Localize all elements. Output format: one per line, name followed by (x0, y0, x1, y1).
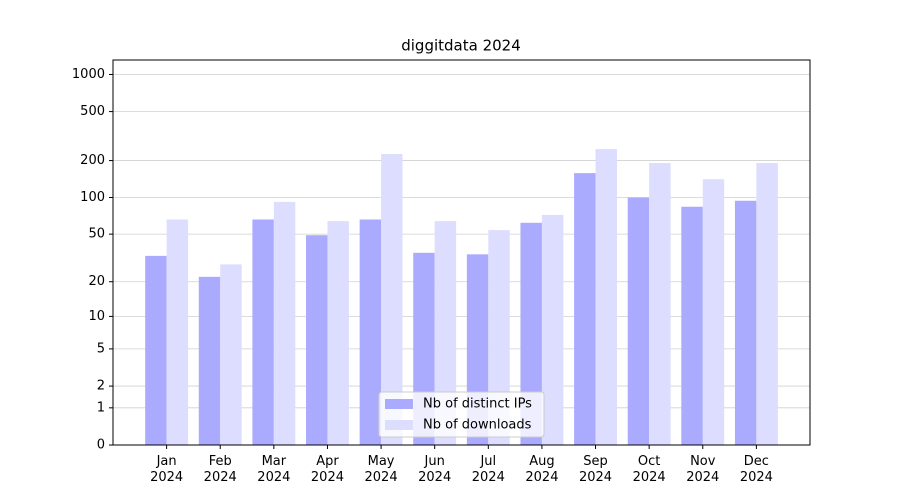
x-tick-label: Aug 2024 (525, 454, 558, 485)
legend-swatch (385, 420, 413, 430)
x-tick-label: Feb 2024 (204, 454, 237, 485)
legend-box (378, 391, 545, 438)
legend-label: Nb of distinct IPs (423, 397, 532, 412)
y-tick-label: 200 (80, 153, 105, 168)
x-tick-label: Mar 2024 (257, 454, 290, 485)
y-tick-label: 1000 (72, 67, 105, 82)
y-tick-label: 10 (88, 309, 105, 324)
y-tick-label: 500 (80, 104, 105, 119)
y-tick-label: 2 (97, 379, 105, 394)
bar (166, 219, 189, 445)
plot-frame (112, 59, 811, 446)
x-tick-label: Jun 2024 (418, 454, 451, 485)
bar (541, 214, 564, 445)
y-tick-label: 20 (88, 274, 105, 289)
bar (681, 206, 703, 445)
bar (434, 221, 457, 445)
x-tick-label: Apr 2024 (311, 454, 344, 485)
chart-title: diggitdata 2024 (401, 37, 521, 55)
bar (381, 154, 403, 445)
bar (220, 264, 242, 445)
x-tick-label: Jul 2024 (472, 454, 505, 485)
bar (327, 221, 349, 445)
x-tick-label: Sep 2024 (579, 454, 612, 485)
y-tick-label: 100 (80, 190, 105, 205)
bar (488, 230, 510, 445)
bar (702, 179, 725, 445)
bar (359, 219, 382, 445)
bar (734, 200, 757, 445)
x-tick-label: Dec 2024 (740, 454, 773, 485)
x-tick-label: Nov 2024 (686, 454, 719, 485)
y-tick-label: 50 (88, 227, 105, 242)
bar (306, 235, 328, 445)
legend-label: Nb of downloads (423, 418, 532, 433)
bar (520, 222, 542, 445)
y-tick-label: 0 (97, 438, 105, 453)
x-tick-label: May 2024 (365, 454, 398, 485)
bar (756, 163, 778, 445)
bar (273, 201, 296, 445)
bar (574, 173, 596, 445)
bar (145, 255, 167, 445)
bar (595, 149, 617, 445)
legend-swatch (385, 399, 413, 409)
bar (252, 219, 274, 445)
bar (649, 163, 671, 445)
bar (627, 197, 650, 445)
y-tick-label: 5 (97, 341, 105, 356)
x-tick-label: Oct 2024 (633, 454, 666, 485)
y-tick-label: 1 (97, 400, 105, 415)
bar (198, 276, 221, 445)
x-tick-label: Jan 2024 (150, 454, 183, 485)
